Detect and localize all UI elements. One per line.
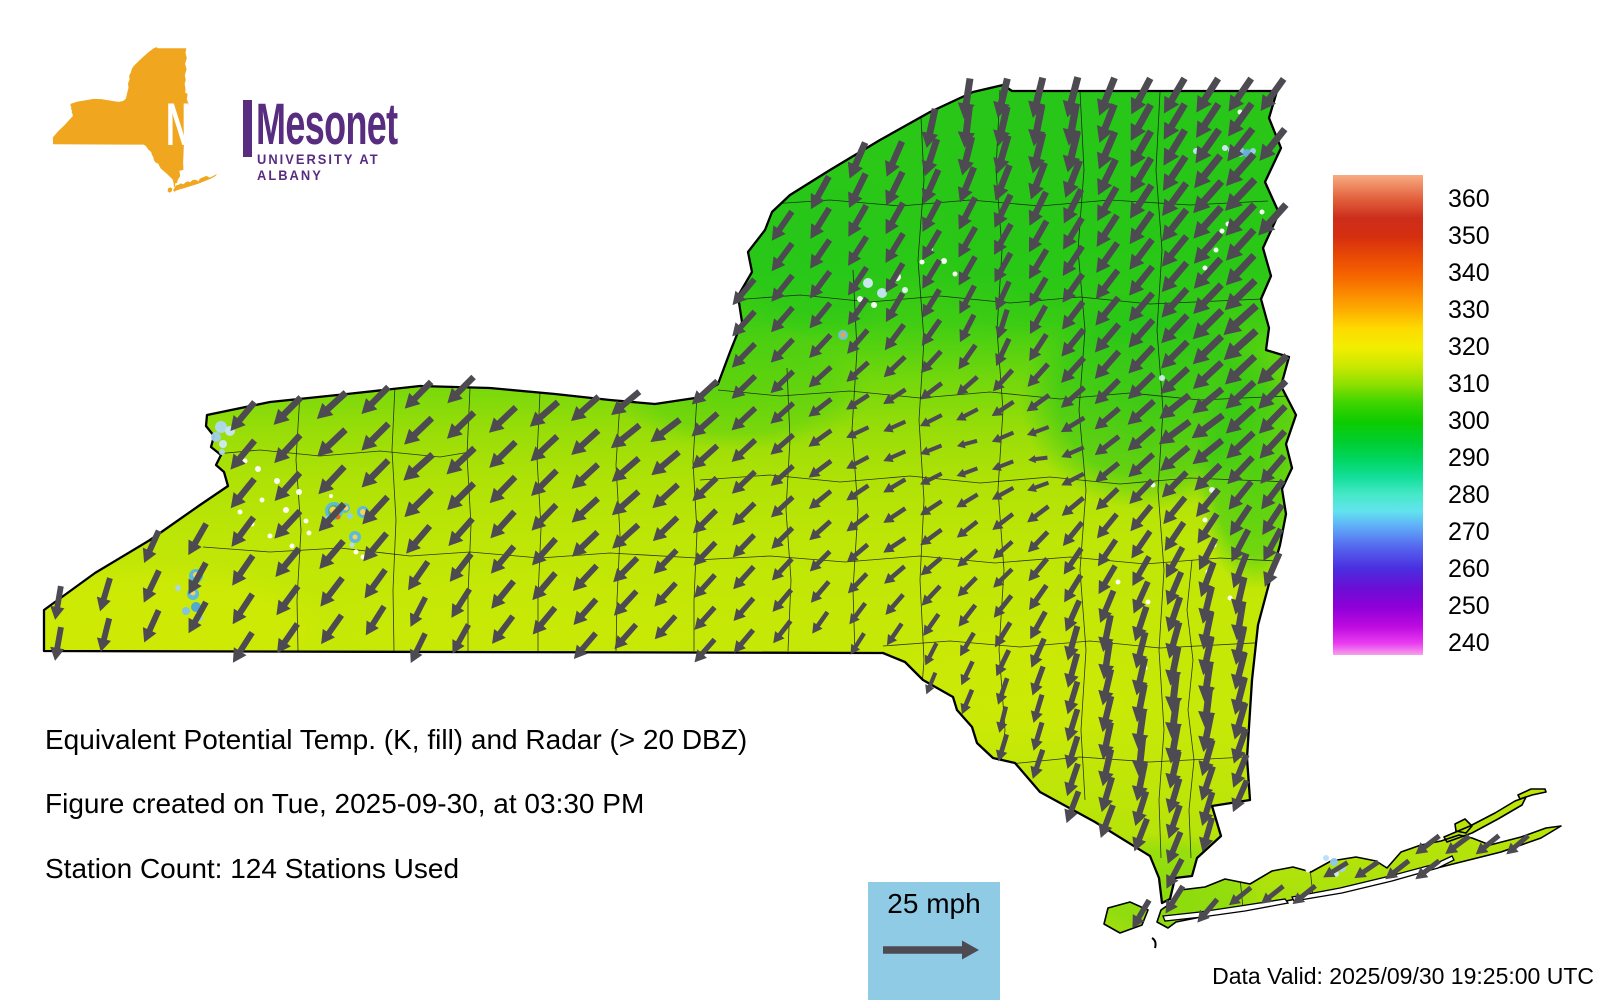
colorbar-tick-label: 250 [1448,592,1490,620]
colorbar-tick-label: 330 [1448,296,1490,324]
wind-reference-arrow-icon [883,940,979,960]
logo-org-name: Mesonet [256,92,398,157]
colorbar-tick-label: 310 [1448,370,1490,398]
colorbar-tick-label: 280 [1448,481,1490,509]
ny-state-logo-icon [52,47,218,193]
station-count-text: Station Count: 124 Stations Used [45,853,460,884]
wind-speed-label: 25 mph [887,888,981,919]
colorbar-tick-label: 350 [1448,222,1490,250]
colorbar-tick-label: 240 [1448,629,1490,657]
wind-speed-legend: 25 mph [868,882,1000,1000]
colorbar-tick-label: 260 [1448,555,1490,583]
figure-created-text: Figure created on Tue, 2025-09-30, at 03… [45,788,645,819]
colorbar-tick-label: 290 [1448,444,1490,472]
map-title: Equivalent Potential Temp. (K, fill) and… [45,724,748,755]
colorbar-tick-label: 300 [1448,407,1490,435]
colorbar [1333,175,1423,655]
logo-subtitle: UNIVERSITY AT ALBANY [257,151,380,183]
data-valid-timestamp: Data Valid: 2025/09/30 19:25:00 UTC [1212,963,1594,989]
logo-divider [243,100,252,157]
colorbar-tick-label: 270 [1448,518,1490,546]
nys-mesonet-logo: NYS Mesonet UNIVERSITY AT ALBANY [40,0,460,205]
colorbar-tick-label: 340 [1448,259,1490,287]
logo-org-abbr: NYS [166,91,233,158]
colorbar-tick-label: 320 [1448,333,1490,361]
colorbar-tick-label: 360 [1448,185,1490,213]
